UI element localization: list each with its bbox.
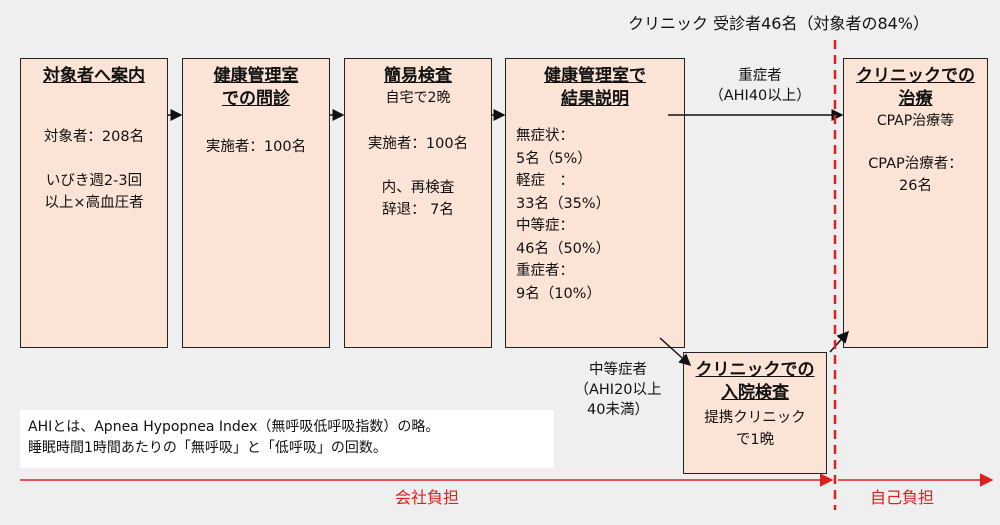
ahi-note: AHIとは、Apnea Hypopnea Index（無呼吸低呼吸指数）の略。 … <box>20 410 554 468</box>
company-cost-label: 会社負担 <box>395 488 460 507</box>
step-body: 実施者：100名 内、再検査 辞退： 7名 <box>367 136 469 218</box>
moderate-path-label: 中等症者 （AHI20以上 40未満） <box>574 362 662 418</box>
step-title: 健康管理室で 結果説明 <box>544 66 646 109</box>
step-title: 対象者へ案内 <box>43 66 145 86</box>
step-subtitle: CPAP治療等 <box>876 113 955 129</box>
step-title: 健康管理室 での問診 <box>213 66 299 109</box>
severe-path-label: 重症者 （AHI40以上） <box>709 68 811 104</box>
step-body: 対象者：208名 いびき週2-3回 以上×高血圧者 <box>43 129 145 211</box>
clinic-summary: クリニック 受診者46名（対象者の84%） <box>628 14 930 33</box>
step-body: 提携クリニック で1晩 <box>704 410 806 448</box>
step-treatment-box: クリニックでの 治療 CPAP治療等 CPAP治療者： 26名 <box>843 58 988 348</box>
step-title: 簡易検査 <box>384 66 452 86</box>
arrow-moderate-to-inpatient <box>659 337 692 367</box>
step-simple-test-box: 簡易検査 自宅で2晩 実施者：100名 内、再検査 辞退： 7名 <box>344 58 492 348</box>
step-subtitle: 自宅で2晩 <box>385 90 451 106</box>
step-result-box: 健康管理室で 結果説明 無症状： 5名（5%） 軽症 ： 33名（35%） 中等… <box>505 58 685 348</box>
step-guide-box: 対象者へ案内 対象者：208名 いびき週2-3回 以上×高血圧者 <box>20 58 168 348</box>
arrow-inpatient-to-treatment <box>829 330 850 353</box>
step-title: クリニックでの 治療 <box>856 66 975 109</box>
self-cost-label: 自己負担 <box>870 488 935 507</box>
step-title: クリニックでの 入院検査 <box>695 360 815 403</box>
step-interview-box: 健康管理室 での問診 実施者：100名 <box>182 58 330 348</box>
step-inpatient-box: クリニックでの 入院検査 提携クリニック で1晩 <box>683 352 827 474</box>
step-body: CPAP治療者： 26名 <box>868 156 963 194</box>
step-body: 無症状： 5名（5%） 軽症 ： 33名（35%） 中等症： 46名（50%） … <box>516 128 611 302</box>
step-body: 実施者：100名 <box>205 139 307 155</box>
